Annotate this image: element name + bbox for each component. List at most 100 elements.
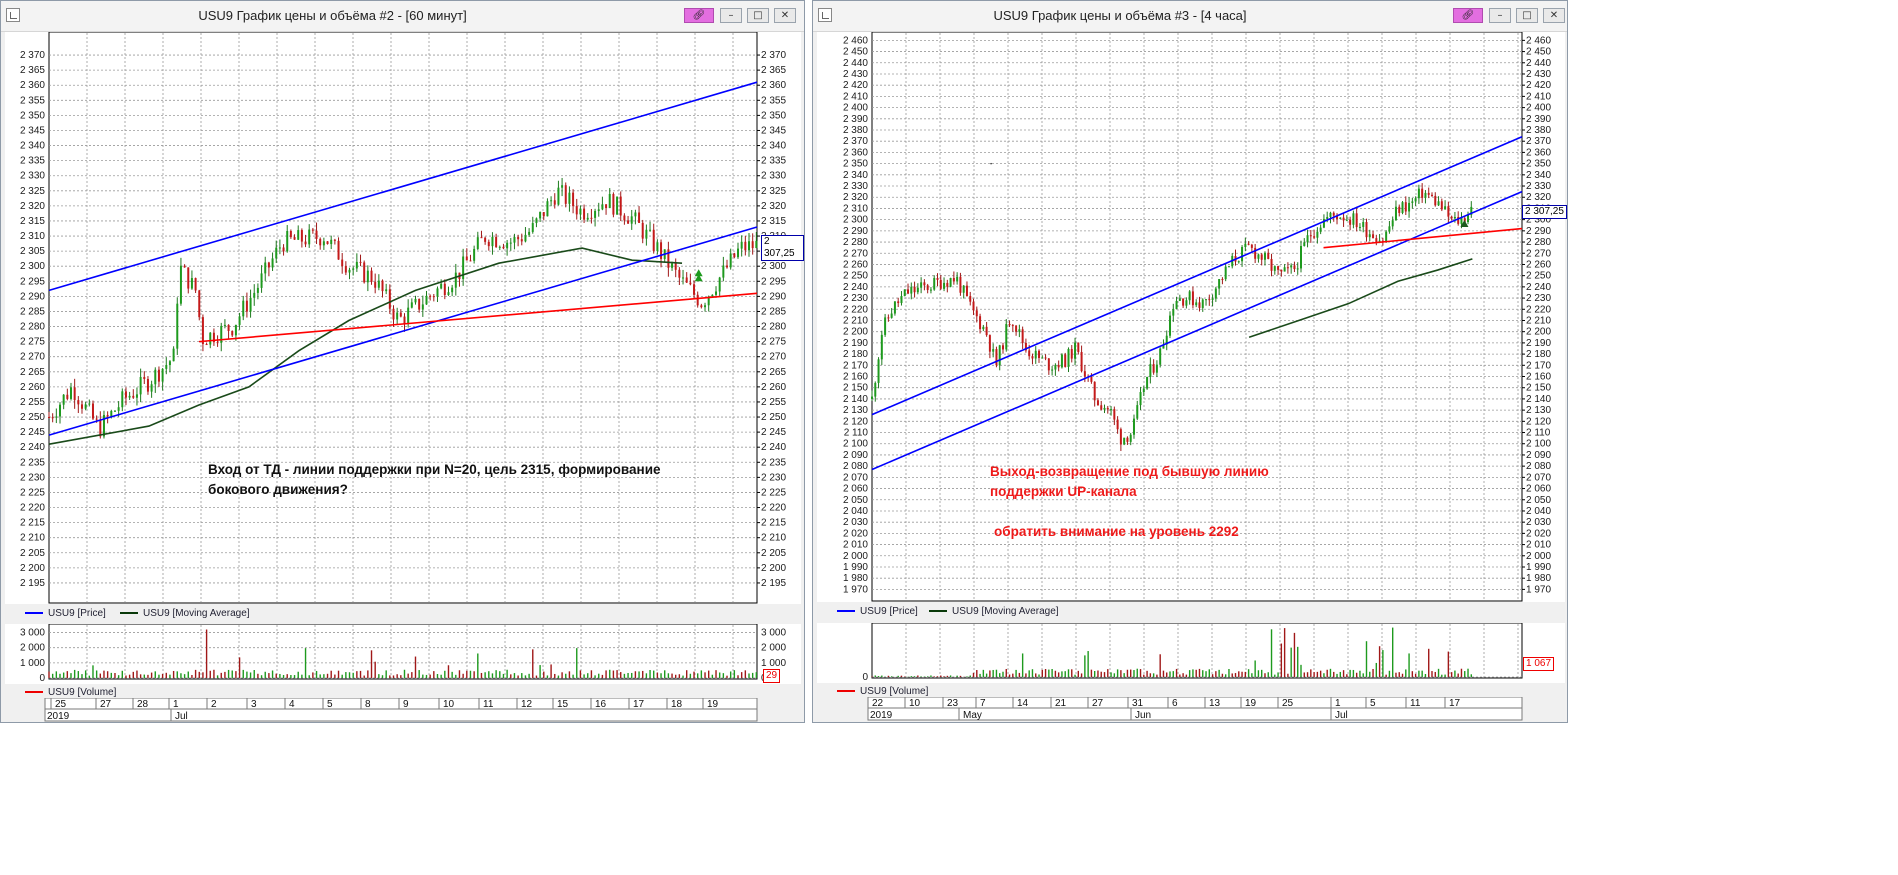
maximize-button[interactable]: □ bbox=[747, 8, 769, 23]
volume-tag: 29 bbox=[763, 669, 781, 683]
candle-body bbox=[128, 395, 131, 398]
candle-body bbox=[388, 289, 391, 309]
legend-ma-label: USU9 [Moving Average] bbox=[952, 606, 1059, 617]
volume-plot-area[interactable] bbox=[871, 622, 1523, 679]
y-tick-label-right: 2 360 bbox=[761, 80, 786, 91]
candle-body bbox=[1119, 429, 1122, 445]
chart-window-4h[interactable]: USU9 График цены и объёма #3 - [4 часа] … bbox=[812, 0, 1568, 723]
candle-body bbox=[1224, 266, 1227, 280]
link-icon[interactable]: 🔗︎ bbox=[684, 8, 714, 23]
candle-body bbox=[1293, 265, 1296, 270]
window-menu-icon[interactable] bbox=[818, 8, 832, 22]
close-button[interactable]: ✕ bbox=[1543, 8, 1565, 23]
candle-body bbox=[48, 417, 50, 419]
annotation-line: Вход от ТД - линии поддержки при N=20, ц… bbox=[208, 462, 661, 477]
y-tick-label-left: 2 315 bbox=[20, 216, 45, 227]
candle-body bbox=[1077, 342, 1080, 353]
candle-body bbox=[1368, 234, 1371, 238]
candle-body bbox=[700, 305, 703, 308]
candle-body bbox=[1047, 358, 1050, 371]
candle-body bbox=[264, 262, 267, 274]
plot-area[interactable] bbox=[48, 31, 758, 604]
chart-window-60min[interactable]: USU9 График цены и объёма #2 - [60 минут… bbox=[0, 0, 805, 723]
volume-plot-area[interactable] bbox=[48, 623, 758, 680]
window-menu-icon[interactable] bbox=[6, 8, 20, 22]
candle-body bbox=[484, 237, 487, 242]
candle-body bbox=[1417, 188, 1420, 199]
y-tick-label-left: 2 310 bbox=[843, 203, 868, 214]
candle-body bbox=[929, 289, 932, 291]
minimize-button[interactable]: – bbox=[1489, 8, 1511, 23]
minimize-button[interactable]: – bbox=[720, 8, 742, 23]
y-tick-label-left: 2 265 bbox=[20, 367, 45, 378]
candle-body bbox=[209, 332, 212, 345]
candle-body bbox=[275, 247, 278, 259]
candle-body bbox=[407, 307, 410, 324]
y-tick-label-left: 2 270 bbox=[20, 352, 45, 363]
candle-body bbox=[1470, 206, 1473, 215]
candle-body bbox=[212, 332, 215, 343]
y-tick-label-right: 2 430 bbox=[1526, 69, 1551, 80]
maximize-button[interactable]: □ bbox=[1516, 8, 1538, 23]
date-day-label: 9 bbox=[403, 699, 409, 710]
y-tick-label-right: 2 090 bbox=[1526, 450, 1551, 461]
y-tick-label-left: 1 980 bbox=[843, 573, 868, 584]
candle-body bbox=[223, 324, 226, 326]
volume-tag: 1 067 bbox=[1523, 657, 1555, 671]
candle-body bbox=[634, 212, 637, 217]
candle-body bbox=[729, 253, 732, 268]
candle-body bbox=[1214, 288, 1217, 299]
price-panel[interactable]: 2 370 2 370 2 365 2 365 2 360 2 360 2 355 2 355… bbox=[5, 31, 801, 604]
candle-body bbox=[979, 316, 982, 330]
link-icon[interactable]: 🔗︎ bbox=[1453, 8, 1483, 23]
candle-body bbox=[965, 285, 968, 297]
y-tick-label-left: 2 150 bbox=[843, 383, 868, 394]
window-titlebar[interactable]: USU9 График цены и объёма #2 - [60 минут… bbox=[1, 1, 804, 32]
candle-body bbox=[528, 231, 531, 235]
window-title: USU9 График цены и объёма #2 - [60 минут… bbox=[198, 8, 467, 23]
date-day-label: 31 bbox=[1132, 698, 1144, 709]
candle-body bbox=[403, 316, 406, 324]
candle-body bbox=[337, 240, 340, 260]
candle-body bbox=[696, 294, 699, 306]
y-tick-label-left: 2 240 bbox=[843, 282, 868, 293]
y-tick-label-right: 2 320 bbox=[761, 201, 786, 212]
y-tick-label-right: 2 275 bbox=[761, 337, 786, 348]
candle-body bbox=[638, 212, 641, 223]
volume-chart[interactable]: 0 bbox=[817, 622, 1565, 683]
candle-body bbox=[1195, 302, 1198, 306]
legend-swatch bbox=[120, 612, 138, 615]
candle-body bbox=[1430, 194, 1433, 196]
date-month-label: Jul bbox=[175, 711, 188, 722]
y-tick-label-right: 2 320 bbox=[1526, 192, 1551, 203]
y-tick-label-left: 2 010 bbox=[843, 540, 868, 551]
price-panel[interactable]: 2 460 2 460 2 450 2 450 2 440 2 440 2 430 2 430… bbox=[817, 31, 1565, 602]
candle-body bbox=[260, 273, 263, 288]
candle-body bbox=[249, 297, 252, 312]
window-title: USU9 График цены и объёма #3 - [4 часа] bbox=[993, 8, 1247, 23]
candle-body bbox=[77, 400, 80, 405]
candle-body bbox=[594, 210, 597, 218]
close-button[interactable]: ✕ bbox=[774, 8, 796, 23]
volume-tick-label-right: 2 000 bbox=[761, 643, 786, 654]
candle-body bbox=[520, 239, 523, 242]
y-tick-label-right: 2 160 bbox=[1526, 372, 1551, 383]
candle-body bbox=[1237, 261, 1240, 263]
price-chart[interactable]: 2 370 2 370 2 365 2 365 2 360 2 360 2 355 2 355… bbox=[5, 31, 801, 604]
y-tick-label-right: 2 190 bbox=[1526, 338, 1551, 349]
candle-body bbox=[962, 285, 965, 293]
candle-body bbox=[969, 296, 972, 302]
volume-panel[interactable]: 0 bbox=[817, 622, 1565, 683]
candle-body bbox=[1211, 298, 1214, 300]
annotation-line bbox=[990, 502, 1269, 522]
y-tick-label-right: 2 280 bbox=[761, 322, 786, 333]
date-day-label: 7 bbox=[980, 698, 986, 709]
candle-body bbox=[1460, 218, 1463, 224]
date-day-label: 16 bbox=[595, 699, 607, 710]
candle-body bbox=[715, 291, 718, 295]
window-titlebar[interactable]: USU9 График цены и объёма #3 - [4 часа] … bbox=[813, 1, 1567, 32]
candle-body bbox=[1169, 315, 1172, 336]
